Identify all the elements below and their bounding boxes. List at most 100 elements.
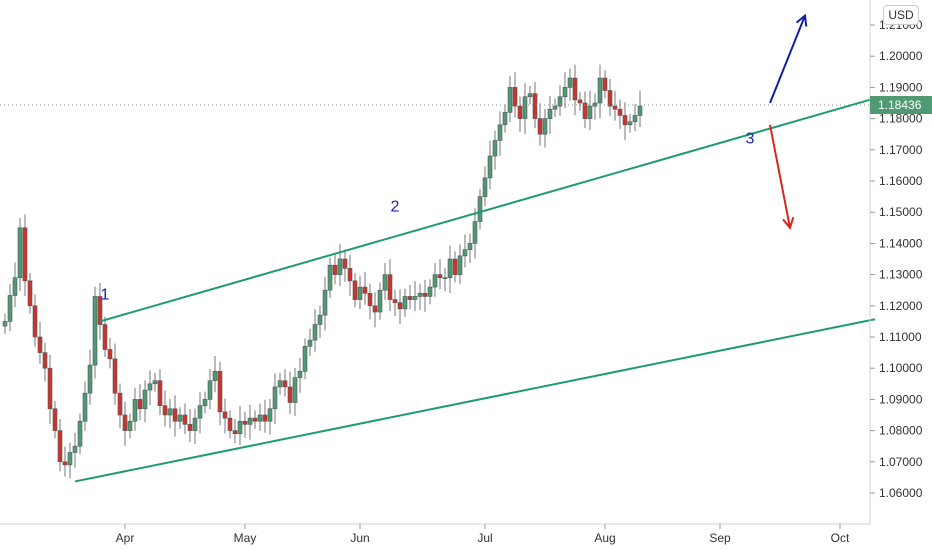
candle xyxy=(597,77,603,104)
candle xyxy=(227,417,233,431)
candle xyxy=(52,408,58,431)
y-tick-label: 1.15000 xyxy=(879,205,923,219)
wave-label-1: 1 xyxy=(101,287,110,304)
candle xyxy=(332,264,338,275)
y-tick-label: 1.20000 xyxy=(879,49,923,63)
candle xyxy=(452,258,458,275)
y-tick-label: 1.10000 xyxy=(879,361,923,375)
candle xyxy=(492,140,498,157)
wave-label-2: 2 xyxy=(391,199,400,216)
candle xyxy=(557,96,563,107)
candle xyxy=(357,286,363,300)
candle xyxy=(277,380,283,388)
candle xyxy=(552,105,558,110)
y-tick-label: 1.06000 xyxy=(879,486,923,500)
y-tick-label: 1.16000 xyxy=(879,174,923,188)
y-axis[interactable]: 1.210001.200001.190001.180001.170001.160… xyxy=(870,18,923,500)
candle xyxy=(257,414,263,422)
candle xyxy=(22,227,28,282)
candle xyxy=(147,383,153,391)
candle xyxy=(27,280,33,307)
y-tick-label: 1.12000 xyxy=(879,299,923,313)
x-axis[interactable]: Apr May Jun Jul Aug Sep Oct xyxy=(116,524,850,545)
candle xyxy=(337,258,343,275)
candle xyxy=(167,408,173,416)
y-tick-label: 1.17000 xyxy=(879,143,923,157)
candle xyxy=(242,420,248,425)
candle xyxy=(57,430,63,463)
candle xyxy=(447,258,453,279)
candle xyxy=(622,115,628,126)
candle xyxy=(602,77,608,91)
candle xyxy=(502,112,508,126)
candle xyxy=(297,371,303,378)
candle xyxy=(562,87,568,98)
candle xyxy=(32,305,38,338)
candle xyxy=(637,105,643,116)
y-tick-label: 1.07000 xyxy=(879,455,923,469)
y-tick-label: 1.08000 xyxy=(879,424,923,438)
candle xyxy=(377,289,383,313)
candle xyxy=(112,358,118,394)
candle xyxy=(497,124,503,141)
projection-up-arrow-head xyxy=(795,13,808,27)
projection-down-arrow-head xyxy=(782,217,795,230)
candle xyxy=(522,96,528,119)
candle xyxy=(62,461,68,466)
candle xyxy=(262,414,268,422)
candle xyxy=(397,302,403,310)
y-tick-label: 1.19000 xyxy=(879,80,923,94)
candle xyxy=(517,105,523,119)
y-tick-label: 1.13000 xyxy=(879,268,923,282)
candle xyxy=(317,314,323,325)
candle xyxy=(307,339,313,347)
candle xyxy=(232,430,238,435)
x-tick-label: Jul xyxy=(477,531,492,545)
candle xyxy=(267,408,273,422)
candle xyxy=(432,274,438,288)
candle xyxy=(187,424,193,431)
candle xyxy=(587,105,593,119)
candle xyxy=(77,420,83,447)
candle xyxy=(392,299,398,303)
candle xyxy=(402,296,408,310)
candle xyxy=(507,87,513,113)
candle xyxy=(192,417,198,431)
candle xyxy=(122,414,128,431)
candle xyxy=(462,249,468,257)
candle xyxy=(212,371,218,381)
x-tick-label: Jun xyxy=(350,531,369,545)
candle xyxy=(467,243,473,250)
candle xyxy=(142,389,148,410)
candle xyxy=(7,295,13,322)
candle xyxy=(457,255,463,275)
candle xyxy=(107,349,113,360)
y-tick-label: 1.18000 xyxy=(879,112,923,126)
candle xyxy=(202,399,208,406)
candle xyxy=(42,352,48,369)
last-price-label: 1.18436 xyxy=(870,95,932,114)
candle xyxy=(327,264,333,291)
candle xyxy=(422,293,428,297)
candle xyxy=(92,296,98,366)
candle xyxy=(2,321,8,327)
candle xyxy=(252,417,258,422)
candle xyxy=(72,445,78,453)
candle xyxy=(617,108,623,116)
candle xyxy=(237,420,243,435)
candle xyxy=(272,386,278,410)
candle xyxy=(217,371,223,413)
candle xyxy=(87,364,93,394)
candle xyxy=(322,289,328,316)
candle xyxy=(157,380,163,406)
channel-lower-line xyxy=(74,318,876,483)
currency-badge[interactable]: USD xyxy=(883,5,919,25)
candle xyxy=(137,399,143,410)
candle xyxy=(577,99,583,104)
candle xyxy=(477,196,483,222)
x-tick-label: May xyxy=(234,531,257,545)
projection-down-arrow xyxy=(769,124,791,228)
candlesticks xyxy=(2,64,643,479)
candle xyxy=(152,380,158,385)
